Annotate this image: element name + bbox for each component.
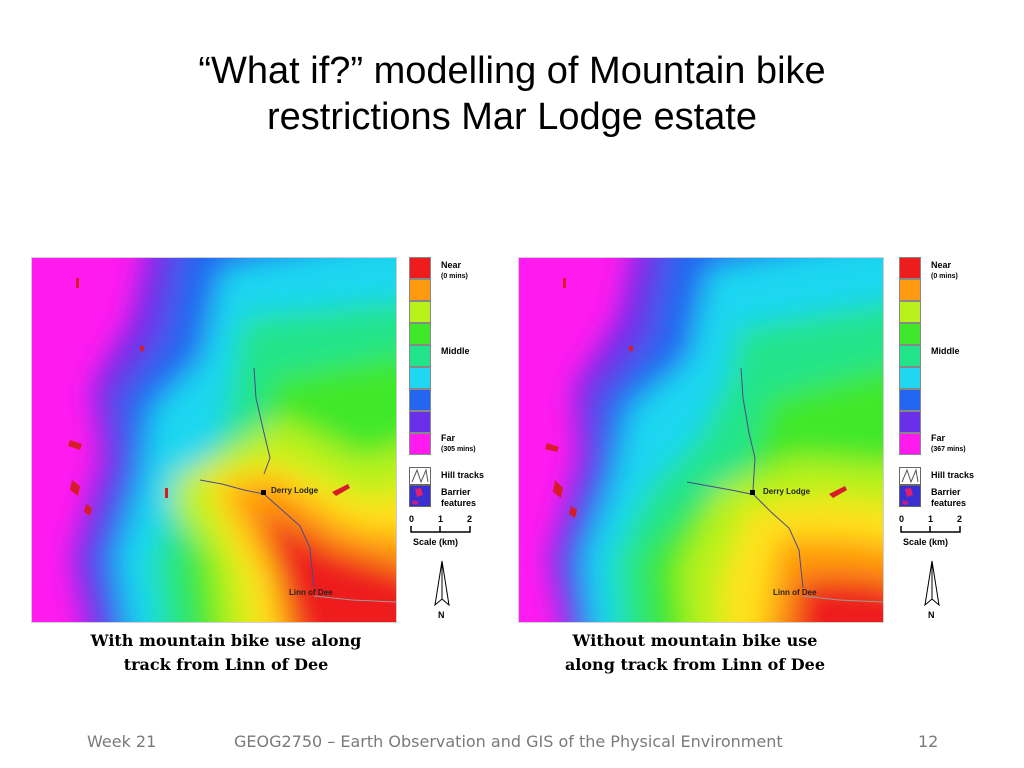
legend-near: Near (0 mins) [441, 260, 468, 282]
title-line-1: “What if?” modelling of Mountain bike [198, 50, 826, 92]
legend-hill-tracks: Hill tracks [441, 470, 485, 480]
linn-of-dee-label: Linn of Dee [773, 588, 817, 597]
hill-tracks-icon [899, 467, 921, 485]
legend-barrier-line1: Barrier [441, 487, 471, 497]
legend-middle: Middle [441, 346, 470, 356]
footer-course: GEOG2750 – Earth Observation and GIS of … [234, 732, 783, 751]
caption-2-line-2: along track from Linn of Dee [564, 655, 826, 674]
legend-barrier-line1: Barrier [931, 487, 961, 497]
footer-page-number: 12 [918, 732, 939, 751]
barrier-features-icon [899, 485, 921, 507]
map-legend-1: Near (0 mins) Middle Far (305 mins) Hill… [409, 257, 499, 627]
legend-far: Far (367 mins) [931, 433, 966, 455]
legend-swatch [409, 389, 431, 411]
legend-swatch [899, 367, 921, 389]
legend-barrier-line2: features [931, 498, 967, 508]
legend-swatch-near [899, 257, 921, 279]
legend-swatch [899, 411, 921, 433]
map-legend-2: Near (0 mins) Middle Far (367 mins) Hill… [899, 257, 989, 627]
legend-near-label: Near [441, 260, 462, 270]
legend-swatch [899, 389, 921, 411]
legend-barrier: Barrier features [931, 487, 966, 509]
legend-swatch-middle [899, 345, 921, 367]
legend-swatch-near [409, 257, 431, 279]
scale-bar: 0 1 2 Scale (km) [899, 514, 969, 554]
legend-swatch [409, 301, 431, 323]
map-caption-1: With mountain bike use along track from … [66, 629, 386, 677]
scale-bar-graphic [900, 526, 961, 533]
legend-far-sub: (367 mins) [931, 446, 966, 453]
linn-of-dee-label: Linn of Dee [289, 588, 333, 597]
caption-2-line-1: Without mountain bike use [572, 631, 818, 650]
legend-swatch-far [899, 433, 921, 455]
legend-far-label: Far [931, 433, 946, 443]
legend-swatch-middle [409, 345, 431, 367]
legend-far-label: Far [441, 433, 456, 443]
derry-lodge-marker [261, 490, 266, 495]
scale-tick-1: 1 [928, 514, 934, 524]
legend-far: Far (305 mins) [441, 433, 476, 455]
title-line-2: restrictions Mar Lodge estate [266, 96, 757, 138]
north-arrow-icon [434, 560, 450, 607]
caption-1-line-2: track from Linn of Dee [123, 655, 329, 674]
scale-tick-0: 0 [409, 514, 415, 524]
scale-label: Scale (km) [413, 537, 459, 547]
travel-time-surface-2: Derry Lodge Linn of Dee [519, 258, 883, 622]
travel-time-surface-1: Derry Lodge Linn of Dee [32, 258, 396, 622]
scale-bar: 0 1 2 Scale (km) [409, 514, 479, 554]
travel-time-map-with-bikes: Derry Lodge Linn of Dee [31, 257, 397, 623]
north-label: N [928, 610, 935, 620]
north-arrow-icon [924, 560, 940, 607]
travel-time-map-without-bikes: Derry Lodge Linn of Dee [518, 257, 884, 623]
legend-near: Near (0 mins) [931, 260, 958, 282]
legend-swatch [409, 411, 431, 433]
legend-swatch [899, 301, 921, 323]
legend-near-sub: (0 mins) [441, 273, 468, 280]
derry-lodge-label: Derry Lodge [271, 486, 319, 495]
legend-near-sub: (0 mins) [931, 273, 958, 280]
legend-hill-tracks: Hill tracks [931, 470, 975, 480]
legend-far-sub: (305 mins) [441, 446, 476, 453]
map-caption-2: Without mountain bike use along track fr… [535, 629, 855, 677]
legend-barrier: Barrier features [441, 487, 476, 509]
legend-barrier-line2: features [441, 498, 477, 508]
slide-title: “What if?” modelling of Mountain bike re… [0, 48, 1024, 140]
legend-swatch [409, 323, 431, 345]
legend-middle: Middle [931, 346, 960, 356]
caption-1-line-1: With mountain bike use along [90, 631, 362, 650]
scale-bar-graphic [410, 526, 471, 533]
derry-lodge-marker [750, 490, 755, 495]
derry-lodge-label: Derry Lodge [763, 487, 811, 496]
scale-tick-0: 0 [899, 514, 905, 524]
north-label: N [438, 610, 445, 620]
scale-tick-2: 2 [957, 514, 963, 524]
legend-swatch [409, 279, 431, 301]
legend-near-label: Near [931, 260, 952, 270]
scale-tick-1: 1 [438, 514, 444, 524]
hill-tracks-icon [409, 467, 431, 485]
barrier-features-icon [409, 485, 431, 507]
scale-label: Scale (km) [903, 537, 949, 547]
footer-week: Week 21 [87, 732, 157, 751]
legend-swatch [409, 367, 431, 389]
scale-tick-2: 2 [467, 514, 473, 524]
legend-swatch [899, 323, 921, 345]
legend-swatch [899, 279, 921, 301]
legend-swatch-far [409, 433, 431, 455]
